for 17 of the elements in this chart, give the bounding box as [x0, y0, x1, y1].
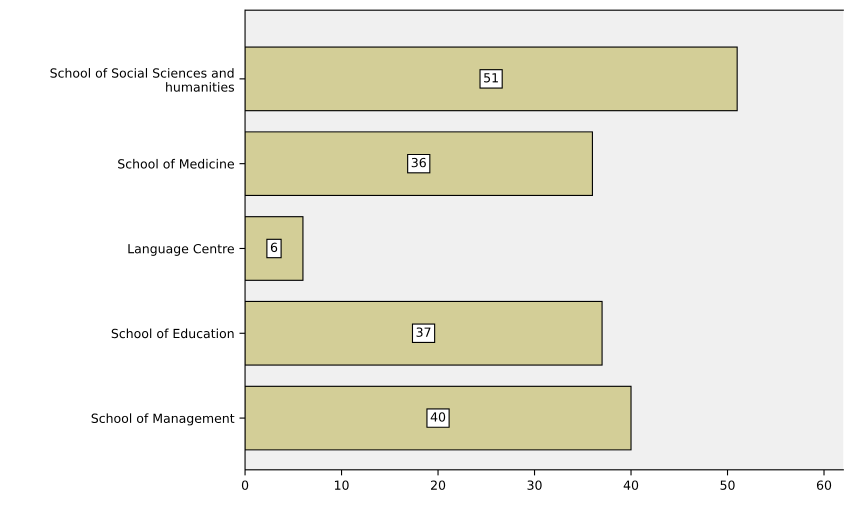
x-tick-label: 60 — [816, 480, 832, 490]
y-tick-label: School of Management — [92, 413, 234, 426]
x-tick-label: 40 — [624, 480, 638, 490]
data-label: 51 — [484, 73, 498, 82]
data-label: 37 — [416, 327, 430, 337]
y-tick-label: School of Education — [112, 328, 234, 338]
x-tick-label: 0 — [242, 480, 248, 490]
data-label: 40 — [430, 412, 446, 422]
y-tick-label: Language Centre — [128, 244, 234, 256]
y-tick-label: School of Medicine — [118, 158, 234, 169]
x-tick-label: 10 — [334, 480, 349, 490]
data-label: 6 — [270, 242, 278, 252]
x-tick-label: 20 — [431, 480, 446, 490]
data-label: 36 — [412, 158, 426, 168]
y-tick-label: School of Social Sciences and humanities — [50, 68, 234, 92]
x-tick-label: 50 — [720, 480, 735, 490]
x-tick-label: 30 — [528, 480, 542, 490]
